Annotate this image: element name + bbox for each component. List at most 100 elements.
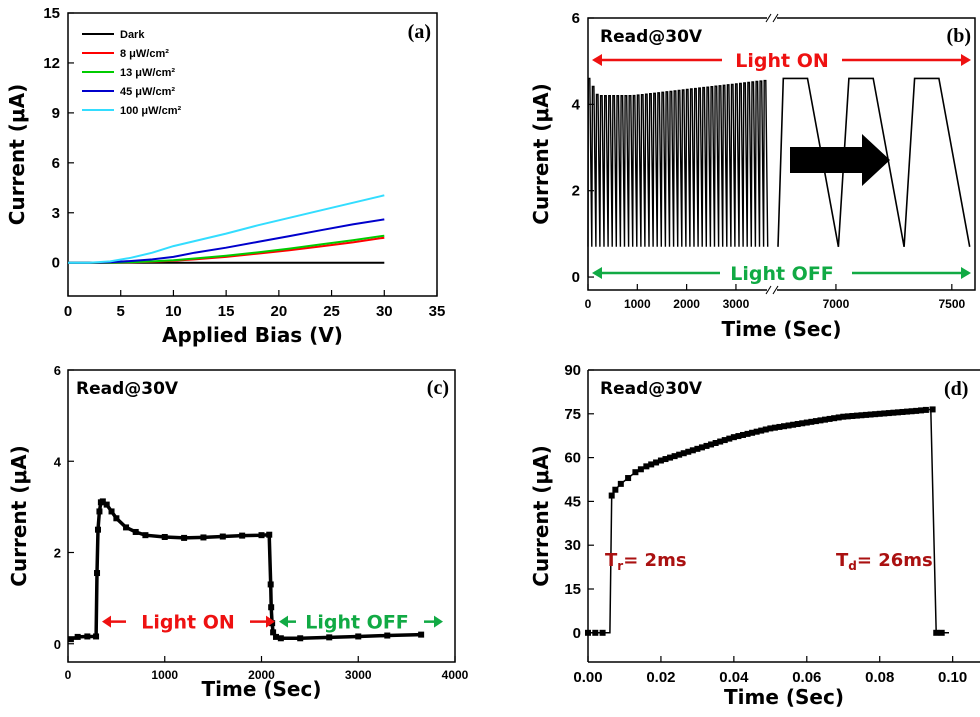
x-axis-label: Time (Sec) <box>724 685 844 709</box>
decay-sub: d <box>848 559 857 573</box>
big-arrow <box>790 134 890 186</box>
data-point <box>785 422 792 429</box>
data-point <box>853 412 860 419</box>
data-point <box>890 409 897 416</box>
data-point <box>744 430 751 437</box>
data-point <box>753 428 760 435</box>
data-point <box>826 415 833 422</box>
data-point <box>74 633 81 640</box>
x-tick-label: 0.10 <box>938 669 967 686</box>
y-tick-label: 6 <box>572 10 580 27</box>
decay-t: T <box>836 550 849 571</box>
y-tick-label: 6 <box>52 155 60 172</box>
axis-break-gap <box>767 285 777 295</box>
data-point <box>113 515 120 522</box>
data-point <box>717 438 724 445</box>
x-tick-label: 4000 <box>442 668 469 682</box>
data-point <box>817 417 824 424</box>
data-point <box>418 631 425 638</box>
data-point <box>671 453 678 460</box>
y-tick-label: 12 <box>43 55 60 72</box>
legend-label: 100 μW/cm² <box>120 105 181 117</box>
data-point <box>767 425 774 432</box>
data-point <box>632 469 639 476</box>
data-point <box>799 420 806 427</box>
read-label: Read@30V <box>600 27 703 47</box>
data-point <box>648 461 655 468</box>
x-tick-label: 1000 <box>624 297 651 311</box>
data-point <box>680 450 687 457</box>
data-point <box>625 475 632 482</box>
data-point <box>108 508 115 515</box>
y-tick-label: 2 <box>54 546 61 561</box>
data-point <box>103 501 110 508</box>
data-point <box>585 629 591 636</box>
data-point <box>863 411 870 418</box>
x-axis-label: Applied Bias (V) <box>162 323 343 347</box>
rise-time-label: Tr= 2ms <box>605 550 687 573</box>
light-off-arrowhead-left <box>592 267 602 280</box>
y-tick-label: 0 <box>573 625 581 642</box>
data-point <box>258 532 265 539</box>
data-point <box>730 434 737 441</box>
data-point <box>739 431 746 438</box>
data-point <box>94 570 101 577</box>
read-label: Read@30V <box>76 379 179 399</box>
data-point <box>749 429 756 436</box>
y-tick-label: 0 <box>54 637 61 652</box>
x-tick-label: 3000 <box>723 297 750 311</box>
data-point <box>904 408 911 415</box>
axis-break-mark <box>765 285 772 295</box>
data-point <box>662 456 669 463</box>
legend-label: 45 μW/cm² <box>120 86 175 98</box>
axis-break-mark <box>772 285 779 295</box>
rise-value: = 2ms <box>623 550 686 571</box>
data-point <box>617 480 624 487</box>
panel-a: 0 5 10 15 20 25 30 35 0 3 6 9 12 15 Applied Bias (V) Cu… <box>5 5 445 347</box>
data-point <box>762 426 769 433</box>
data-point <box>758 427 765 434</box>
panel-d: 0.00 0.02 0.04 0.06 0.08 0.10 0 15 30 45 60 75 90 Tim… <box>529 362 980 709</box>
x-tick-label: 5 <box>117 303 125 320</box>
data-point <box>918 407 925 414</box>
x-tick-label: 7500 <box>938 297 965 311</box>
y-axis-label: Current (μA) <box>529 445 553 586</box>
plot-frame <box>67 12 438 297</box>
data-point <box>599 629 606 636</box>
data-point <box>94 526 101 533</box>
data-point <box>384 632 391 639</box>
data-point <box>881 410 888 417</box>
data-point <box>99 498 106 505</box>
x-tick-label: 2000 <box>248 668 275 682</box>
light-off-arrowhead-right <box>434 615 443 628</box>
x-tick-label: 25 <box>323 303 340 320</box>
light-on-arrowhead-right <box>961 54 971 66</box>
y-tick-label: 6 <box>54 363 61 378</box>
y-tick-label: 9 <box>52 105 60 122</box>
data-point <box>643 463 650 470</box>
x-tick-label: 15 <box>218 303 235 320</box>
y-tick-label: 60 <box>564 450 581 467</box>
y-tick-label: 4 <box>54 454 62 469</box>
axis-break-mark <box>772 13 779 23</box>
y-tick-label: 90 <box>564 362 581 379</box>
x-tick-label: 7000 <box>823 297 850 311</box>
y-tick-label: 4 <box>572 96 581 113</box>
axis-break-mark <box>765 13 772 23</box>
data-point <box>653 459 660 466</box>
x-tick-label: 0 <box>585 297 592 311</box>
data-point <box>96 508 103 515</box>
light-on-label: Light ON <box>735 50 829 72</box>
data-point <box>922 406 929 413</box>
panel-label: (c) <box>427 377 449 399</box>
light-on-arrowhead-left <box>592 54 602 66</box>
y-tick-label: 30 <box>564 537 581 554</box>
data-point <box>933 629 940 636</box>
x-axis-label: Time (Sec) <box>202 677 322 701</box>
light-off-arrowhead-right <box>961 267 971 280</box>
y-tick-label: 15 <box>43 5 60 22</box>
y-axis-label: Current (μA) <box>529 83 553 224</box>
light-off-arrowhead-left <box>279 615 288 628</box>
data-point <box>726 435 733 442</box>
data-point <box>858 412 865 419</box>
